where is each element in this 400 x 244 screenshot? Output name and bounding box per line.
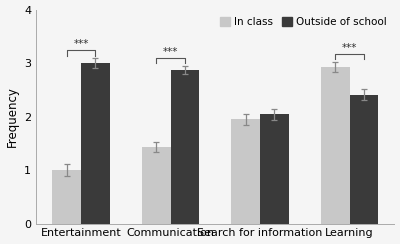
Bar (260, 114, 289, 224)
Text: ***: *** (163, 47, 178, 57)
Bar (52, 170, 81, 224)
Bar (170, 70, 199, 224)
Bar (321, 67, 350, 224)
Bar (350, 95, 378, 224)
Text: ***: *** (342, 43, 357, 53)
Y-axis label: Frequency: Frequency (6, 86, 18, 147)
Bar (81, 63, 110, 224)
Bar (142, 147, 170, 224)
Bar (231, 119, 260, 224)
Legend: In class, Outside of school: In class, Outside of school (218, 15, 389, 29)
Text: ***: *** (73, 39, 89, 49)
